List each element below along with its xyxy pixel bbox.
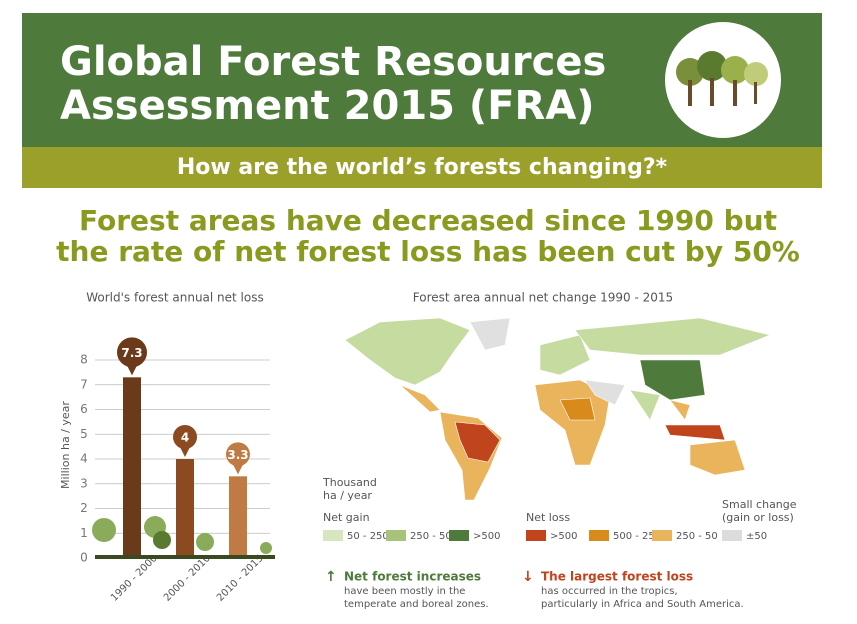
value-bubble <box>173 425 197 449</box>
legend-unit: ha / year <box>323 489 372 502</box>
value-bubble <box>127 365 137 376</box>
y-tick-label: 5 <box>80 427 88 441</box>
y-tick-label: 7 <box>80 377 88 391</box>
note-arrow: ↓ <box>522 569 534 585</box>
value-bubble <box>117 337 147 368</box>
legend-unit: Thousand <box>322 476 377 489</box>
tree-decoration <box>92 516 275 559</box>
legend-label: 250 - 50 <box>676 531 718 542</box>
bar <box>123 377 141 558</box>
value-label: 4 <box>181 431 189 445</box>
legend-label: ±50 <box>746 531 767 542</box>
note-text: has occurred in the tropics, <box>541 586 678 597</box>
legend-swatch <box>652 530 672 541</box>
legend-group-label: Small change <box>722 498 797 511</box>
legend-group-label: (gain or loss) <box>722 511 794 524</box>
logo-trees <box>676 51 768 106</box>
x-tick-label: 2000 - 2010 <box>162 553 213 604</box>
legend-swatch <box>449 530 469 541</box>
y-axis-label: Million ha / year <box>59 401 72 489</box>
legend-label: >500 <box>550 531 577 542</box>
note-text: have been mostly in the <box>344 586 465 597</box>
legend-label: 50 - 250 <box>347 531 389 542</box>
legend-group-label: Net gain <box>323 511 370 524</box>
title: Assessment 2015 (FRA) <box>60 83 595 129</box>
legend-swatch <box>526 530 546 541</box>
y-tick-label: 0 <box>80 551 88 565</box>
y-tick-label: 3 <box>80 476 88 490</box>
value-bubble <box>180 447 190 457</box>
y-tick-label: 8 <box>80 353 88 367</box>
world-map <box>344 317 771 501</box>
title: Global Forest Resources <box>60 39 606 85</box>
value-label: 7.3 <box>121 346 142 360</box>
legend-label: >500 <box>473 531 500 542</box>
legend-swatch <box>722 530 742 541</box>
value-label: 3.3 <box>227 448 248 462</box>
note-title: Net forest increases <box>344 570 481 584</box>
legend-swatch <box>323 530 343 541</box>
bar <box>229 476 247 558</box>
subtitle: How are the world’s forests changing?* <box>177 155 668 180</box>
subtitle-band <box>22 147 822 188</box>
headline: the rate of net forest loss has been cut… <box>56 235 800 268</box>
y-tick-label: 2 <box>80 501 88 515</box>
bar-chart: 0 1 2 3 4 5 6 7 8 7.3 1990 - 2000 4 2000 - 2010 3.3 20… <box>80 337 270 604</box>
note-text: particularly in Africa and South America… <box>541 599 744 610</box>
x-tick-label: 1990 - 2000 <box>109 553 160 604</box>
value-bubble <box>226 442 250 467</box>
map-title: Forest area annual net change 1990 - 201… <box>413 291 673 305</box>
map-legend: Net gain 50 - 250 250 - 500 >500 Net loss >50… <box>323 498 797 542</box>
y-tick-label: 1 <box>80 526 88 540</box>
y-tick-label: 6 <box>80 402 88 416</box>
note-text: temperate and boreal zones. <box>344 599 489 610</box>
x-tick-label: 2010 - 2015 <box>215 553 266 604</box>
headline: Forest areas have decreased since 1990 b… <box>79 204 777 237</box>
legend-swatch <box>386 530 406 541</box>
y-tick-label: 4 <box>80 452 88 466</box>
chart-title: World's forest annual net loss <box>86 291 264 305</box>
bar <box>176 459 194 558</box>
legend-label: 500 - 250 <box>613 531 661 542</box>
legend-label: 250 - 500 <box>410 531 458 542</box>
value-bubble <box>233 464 243 475</box>
legend-swatch <box>589 530 609 541</box>
legend-group-label: Net loss <box>526 511 570 524</box>
note-title: The largest forest loss <box>541 570 693 584</box>
logo-circle <box>665 22 781 138</box>
note-arrow: ↑ <box>325 569 337 585</box>
